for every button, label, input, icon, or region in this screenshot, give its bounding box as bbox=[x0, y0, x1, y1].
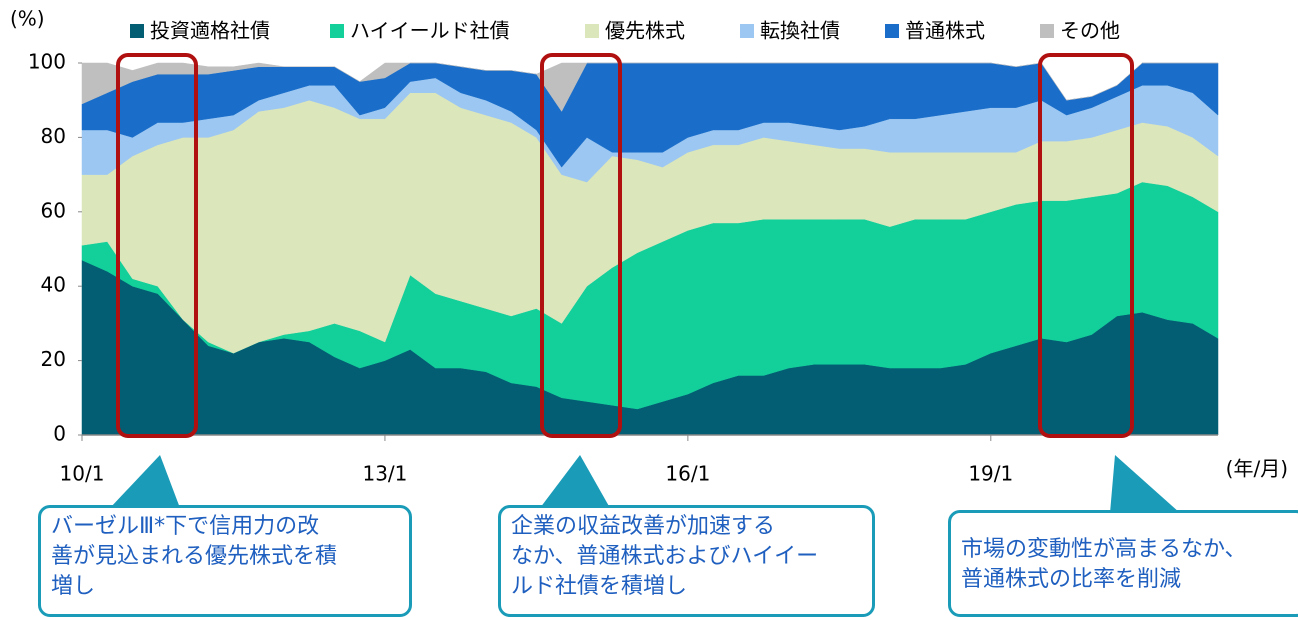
callout-pointer bbox=[540, 455, 610, 508]
callout: バーゼルⅢ*下で信用力の改 善が見込まれる優先株式を積 増し bbox=[38, 505, 412, 617]
callout-line: 善が見込まれる優先株式を積 bbox=[51, 544, 338, 569]
x-tick-label: 16/1 bbox=[665, 462, 710, 486]
callout-line: なか、普通株式およびハイイー bbox=[511, 544, 819, 569]
callout-line: 市場の変動性が高まるなか、 bbox=[961, 537, 1247, 562]
x-tick-label: 13/1 bbox=[362, 462, 407, 486]
y-tick-label: 0 bbox=[53, 422, 66, 446]
legend-swatch bbox=[130, 24, 144, 38]
callout: 市場の変動性が高まるなか、 普通株式の比率を削減 bbox=[948, 510, 1298, 617]
legend-swatch bbox=[885, 24, 899, 38]
x-axis-label: (年/月) bbox=[1226, 457, 1288, 481]
legend-label: 普通株式 bbox=[905, 19, 985, 43]
callout-line: ルド社債を積増し bbox=[511, 574, 688, 599]
callout-pointer bbox=[110, 455, 180, 508]
highlight-box bbox=[540, 53, 622, 438]
callout: 企業の収益改善が加速するなか、普通株式およびハイイー ルド社債を積増し bbox=[498, 505, 875, 617]
highlight-box bbox=[1038, 53, 1134, 438]
callout-line: 普通株式の比率を削減 bbox=[961, 567, 1182, 592]
legend-label: その他 bbox=[1060, 19, 1120, 43]
callout-line: バーゼルⅢ*下で信用力の改 bbox=[51, 514, 320, 539]
y-tick-label: 100 bbox=[28, 50, 66, 74]
legend-swatch bbox=[1040, 24, 1054, 38]
legend-swatch bbox=[740, 24, 754, 38]
legend-label: 投資適格社債 bbox=[150, 19, 270, 43]
legend-label: 優先株式 bbox=[605, 19, 685, 43]
highlight-box bbox=[116, 53, 198, 438]
callout-line: 企業の収益改善が加速する bbox=[511, 514, 776, 539]
legend-label: 転換社債 bbox=[760, 19, 840, 43]
legend-label: ハイイールド社債 bbox=[350, 19, 510, 43]
x-tick-label: 10/1 bbox=[60, 462, 105, 486]
y-axis-label: (%) bbox=[10, 7, 45, 31]
y-tick-label: 40 bbox=[41, 273, 66, 297]
callout-line: 増し bbox=[51, 574, 96, 599]
legend-swatch bbox=[330, 24, 344, 38]
callout-pointer bbox=[1110, 455, 1180, 513]
y-tick-label: 80 bbox=[41, 124, 66, 148]
y-tick-label: 20 bbox=[41, 347, 66, 371]
y-tick-label: 60 bbox=[41, 198, 66, 222]
x-tick-label: 19/1 bbox=[968, 462, 1013, 486]
legend-swatch bbox=[585, 24, 599, 38]
